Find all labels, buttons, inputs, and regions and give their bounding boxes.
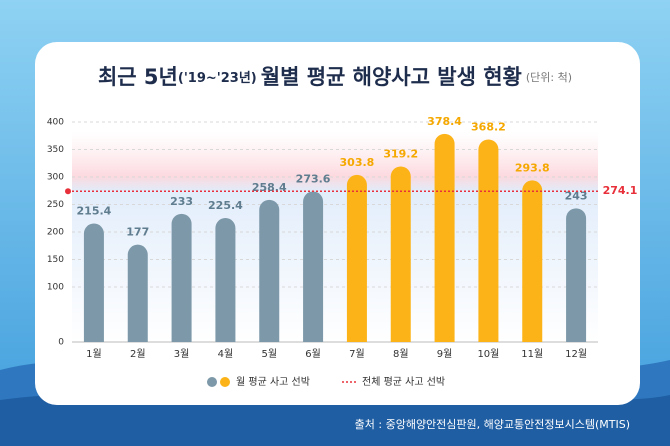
band [72, 132, 598, 192]
x-tick-label: 4월 [218, 348, 234, 360]
x-tick-label: 8월 [393, 348, 409, 360]
bar [303, 191, 324, 342]
wave [0, 392, 670, 446]
value-label: 215.4 [77, 205, 112, 218]
legend-marker [207, 377, 217, 387]
average-dot [65, 188, 71, 195]
x-tick-label: 11월 [521, 348, 543, 360]
legend-label: 전체 평균 사고 선박 [362, 376, 445, 388]
value-label: 319.2 [383, 147, 418, 160]
bar [171, 213, 192, 342]
bar [259, 199, 280, 342]
y-tick-label: 200 [47, 228, 64, 238]
value-label: 368.2 [471, 120, 506, 133]
value-label: 303.8 [340, 156, 375, 169]
bar [346, 174, 367, 342]
bar [522, 180, 543, 342]
x-tick-label: 3월 [174, 348, 190, 360]
average-label: 274.1 [603, 184, 638, 197]
bar [215, 218, 236, 342]
value-label: 225.4 [208, 199, 243, 212]
y-tick-label: 250 [47, 200, 64, 210]
chart-title: 최근 5년('19~'23년) 월별 평균 해양사고 발생 현황 (단위: 척) [98, 65, 572, 89]
bar [566, 208, 587, 342]
y-tick-label: 0 [58, 338, 64, 348]
value-label: 233 [170, 195, 193, 208]
x-tick-label: 10월 [477, 348, 499, 360]
source: 출처 : 중앙해양안전심판원, 해양교통안전정보시스템(MTIS) [355, 417, 630, 431]
bar [390, 166, 411, 342]
value-label: 177 [126, 226, 149, 239]
x-tick-label: 12월 [565, 348, 587, 360]
bar [83, 223, 104, 342]
legend-label: 월 평균 사고 선박 [236, 376, 310, 388]
x-tick-label: 1월 [86, 348, 102, 360]
y-tick-label: 350 [47, 145, 64, 155]
value-label: 293.8 [515, 161, 550, 174]
value-label: 273.6 [296, 173, 331, 186]
x-tick-label: 2월 [130, 348, 146, 360]
bar [478, 139, 499, 342]
y-tick-label: 100 [47, 283, 64, 293]
x-tick-label: 5월 [261, 348, 277, 360]
value-label: 243 [565, 189, 588, 202]
x-tick-label: 7월 [349, 348, 365, 360]
x-tick-label: 6월 [305, 348, 321, 360]
y-tick-label: 150 [47, 255, 64, 265]
band [72, 191, 598, 342]
bar [434, 133, 455, 342]
value-label: 378.4 [427, 115, 462, 128]
y-tick-label: 400 [47, 118, 64, 128]
x-tick-label: 9월 [437, 348, 453, 360]
bar [127, 244, 148, 342]
y-tick-label: 300 [47, 173, 64, 183]
legend-marker [220, 377, 230, 387]
